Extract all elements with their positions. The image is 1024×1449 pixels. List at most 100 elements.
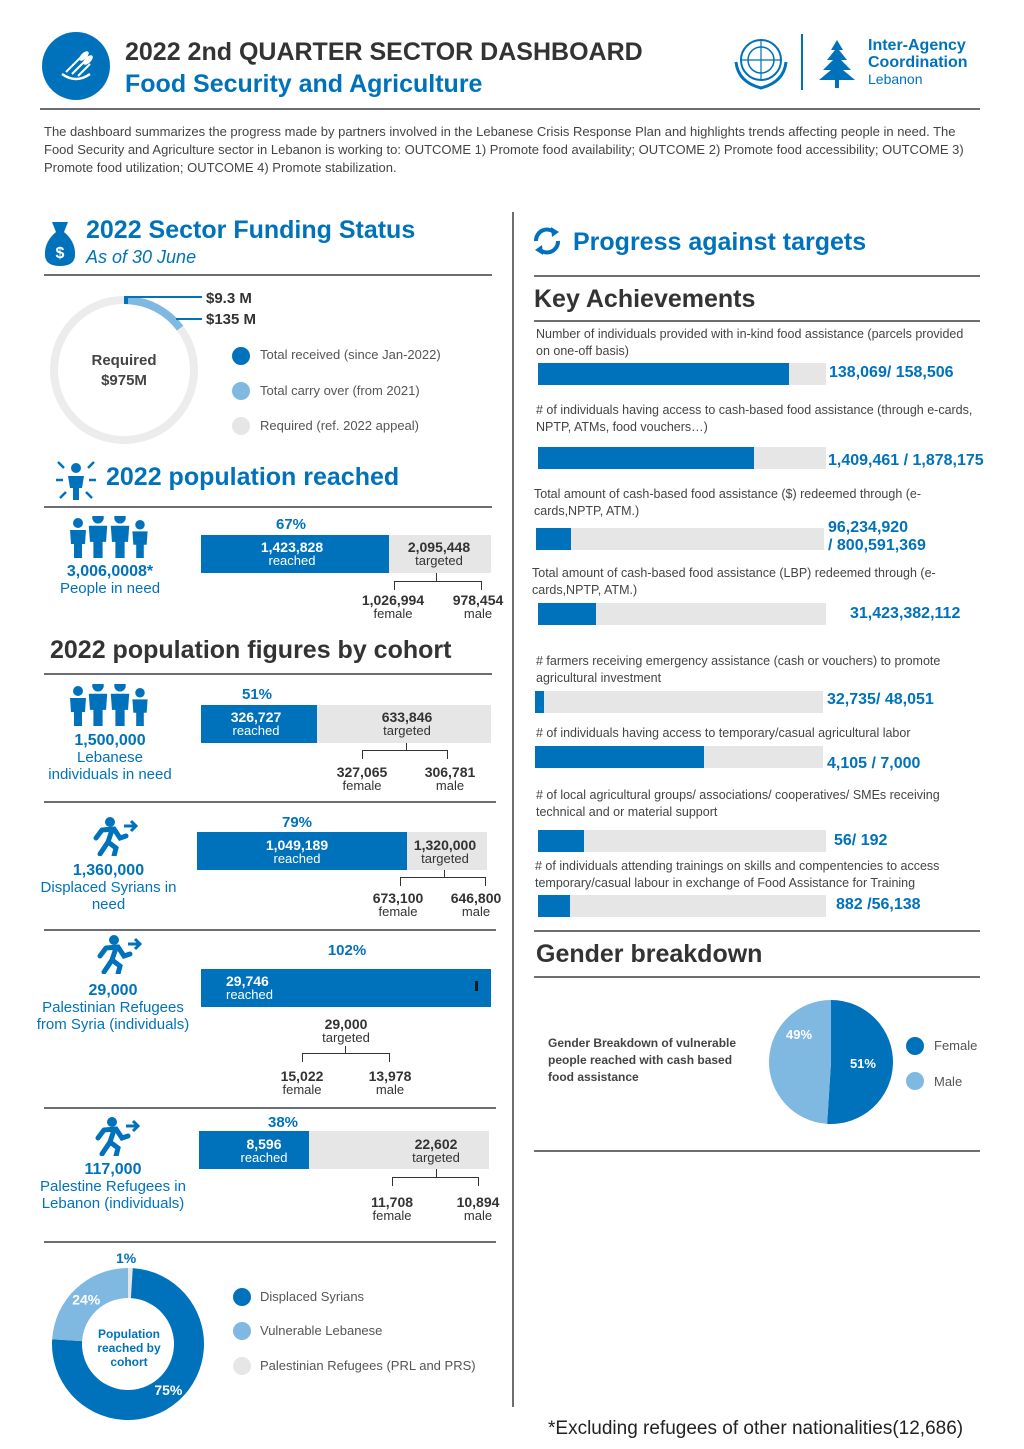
legend-syrians: Displaced Syrians — [260, 1289, 365, 1304]
cohort-prs-bar — [201, 969, 491, 1007]
cohort-prl-male: 10,894 male — [456, 1194, 500, 1223]
population-bar — [201, 535, 491, 573]
key-achievements-title: Key Achievements — [534, 285, 756, 313]
achievement-value: 32,735/ 48,051 — [827, 691, 934, 708]
achievement-value: 1,409,461 / 1,878,175 — [828, 452, 984, 469]
slice-palestinian-refugees-prl-and-prs- — [128, 1268, 133, 1299]
achievement-label: # of local agricultural groups/ associat… — [536, 788, 940, 819]
logo-text-3: Lebanon — [868, 71, 923, 87]
achievement-label: # farmers receiving emergency assistance… — [536, 654, 941, 685]
population-bar-fill — [201, 535, 389, 573]
cohort-prs-pct: 102% — [327, 942, 367, 959]
cohort-syrians-bar — [197, 832, 487, 870]
funding-title: 2022 Sector Funding Status — [86, 216, 416, 244]
achievement-bar-fill — [538, 895, 570, 917]
gender-title: Gender breakdown — [536, 940, 763, 968]
achievement-bar — [535, 746, 823, 768]
cohort-prs-targeted: 29,000 targeted — [322, 1016, 370, 1045]
slice-female — [827, 1000, 894, 1124]
logo-text-2: Coordination — [868, 54, 968, 71]
achievement-bar — [538, 603, 826, 625]
legend-dot-male — [906, 1072, 924, 1090]
cohort-title: 2022 population figures by cohort — [50, 636, 452, 664]
leader-line-carry — [176, 318, 202, 320]
slice-displaced-syrians — [51, 1268, 204, 1420]
running-person-icon — [94, 934, 143, 977]
key-rule — [534, 320, 980, 322]
gender-rule — [534, 976, 980, 978]
carry-arc — [127, 296, 184, 331]
sector-logo — [42, 32, 110, 100]
legend-dot-received — [232, 347, 250, 365]
wheat-icon — [61, 51, 93, 81]
page-subtitle: Food Security and Agriculture — [125, 70, 483, 98]
cohort-donut-center: Population reached by cohort — [97, 1327, 161, 1369]
svg-text:$: $ — [56, 245, 65, 262]
leader-line-received — [126, 296, 202, 298]
pin-value: 3,006,0008* People in need — [59, 563, 161, 597]
target-marker — [475, 981, 478, 991]
cohort-lebanese-bar-fill — [201, 705, 317, 743]
legend-received: Total received (since Jan-2022) — [260, 347, 441, 362]
money-bag-icon: $ — [42, 220, 78, 268]
gender-pie: 51% 49% — [768, 999, 894, 1125]
cohort-prl-targeted: 22,602 targeted — [412, 1136, 460, 1165]
cohort-lebanese-bar — [201, 705, 491, 743]
footnote: *Excluding refugees of other nationaliti… — [548, 1418, 964, 1439]
slice-label: 75% — [154, 1382, 183, 1398]
population-title: 2022 population reached — [106, 463, 400, 491]
achievement-value: 138,069/ 158,506 — [829, 364, 954, 381]
legend-dot-female — [906, 1037, 924, 1055]
achievement-label: Total amount of cash-based food assistan… — [532, 566, 936, 597]
cohort-lebanese-male: 306,781 male — [424, 764, 476, 793]
cohort-syrians-number: 1,360,000 Displaced Syrians in need — [40, 862, 177, 913]
achievement-bar — [538, 447, 826, 469]
achievement-bar-fill — [538, 603, 596, 625]
legend-dot-required — [232, 417, 250, 435]
running-person-icon — [92, 1116, 141, 1159]
achievement-bar — [538, 895, 826, 917]
cohort-donut-top-label: 1% — [116, 1250, 137, 1266]
cohort-syrians-reached: 1,049,189 reached — [265, 837, 329, 866]
legend-dot-carry — [232, 382, 250, 400]
progress-rule — [534, 275, 980, 277]
slice-label: 49% — [786, 1027, 812, 1042]
slice-label: 24% — [72, 1292, 101, 1308]
funding-carry-value: $135 M — [206, 311, 257, 328]
cohort-lebanese-targeted: 633,846 targeted — [381, 709, 433, 738]
cohort-rule — [44, 673, 492, 675]
people-group-icon — [68, 512, 154, 558]
header-rule — [40, 108, 980, 110]
cohort-prs-bar-fill — [201, 969, 491, 1007]
cedar-logo — [810, 36, 864, 90]
achievement-label: Number of individuals provided with in-k… — [536, 327, 964, 358]
achievement-label: # of individuals having access to cash-b… — [536, 403, 973, 434]
logo-text-1: Inter-Agency — [868, 37, 966, 54]
legend-female: Female — [934, 1038, 978, 1053]
funding-received-value: $9.3 M — [206, 290, 252, 307]
funding-rule — [44, 274, 492, 276]
cohort-prl-female: 11,708 female — [370, 1194, 414, 1223]
people-group-icon-lebanese — [68, 680, 154, 726]
funding-donut — [48, 294, 200, 446]
achievement-value: 96,234,920 / 800,591,369 — [828, 519, 926, 554]
person-burst-icon — [54, 458, 98, 502]
achievement-bar — [538, 363, 826, 385]
achievement-bar — [536, 528, 824, 550]
population-rule — [44, 506, 492, 508]
achievement-bar-fill — [535, 746, 704, 768]
cohort-prl-bar-fill — [199, 1131, 309, 1169]
population-reached: 1,423,828 reached — [260, 539, 324, 568]
achievement-bar-fill — [538, 830, 585, 852]
slice-vulnerable-lebanese — [52, 1268, 129, 1342]
slice-label: 51% — [850, 1056, 876, 1071]
gender-description: Gender Breakdown of vulnerable people re… — [548, 1036, 737, 1084]
achievement-bar — [535, 691, 823, 713]
received-arc — [124, 296, 129, 305]
logo-divider — [801, 34, 803, 90]
intro-text: The dashboard summarizes the progress ma… — [44, 124, 964, 175]
cohort-lebanese-pct: 51% — [241, 686, 273, 703]
refresh-icon — [528, 222, 566, 260]
funding-subtitle: As of 30 June — [86, 247, 197, 267]
gender-top-rule — [534, 930, 980, 932]
